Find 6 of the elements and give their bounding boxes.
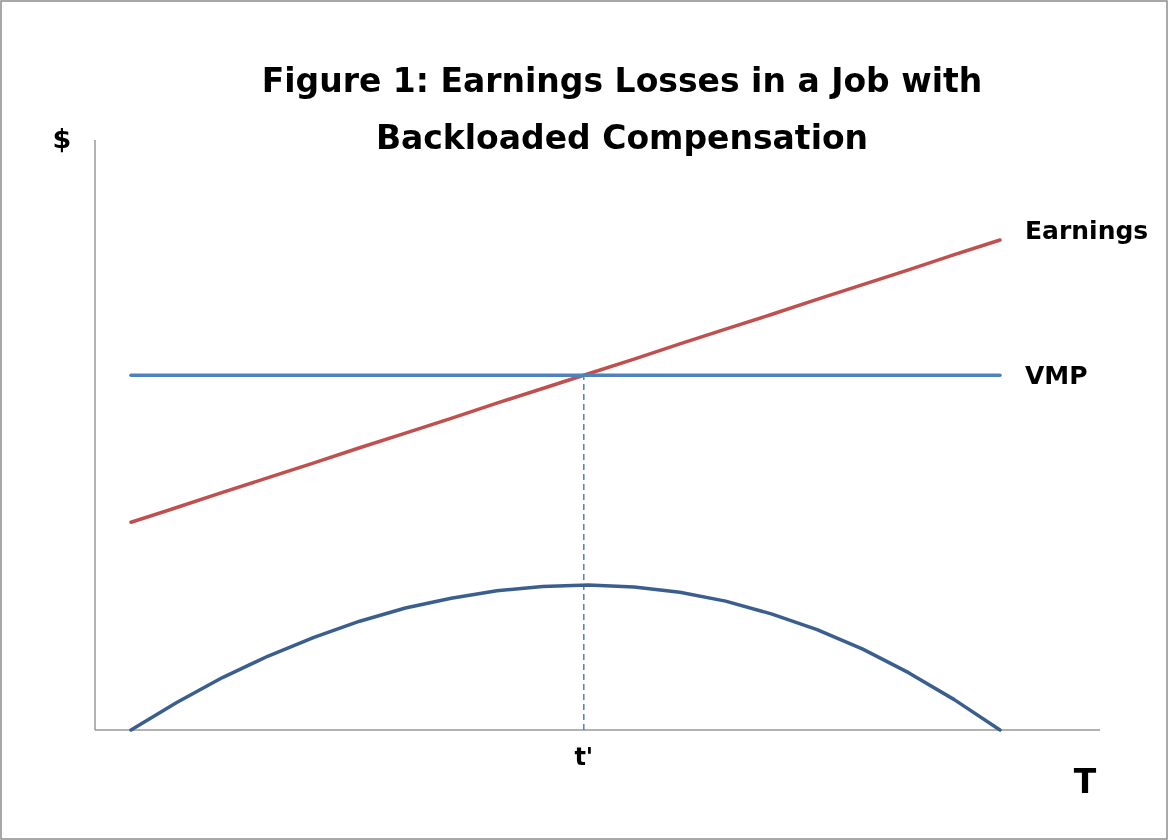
chart-title: Figure 1: Earnings Losses in a Job with Backloaded Compensation [261, 61, 983, 157]
series-label: VMP [1025, 360, 1088, 390]
text: t' [574, 743, 594, 771]
series-label: Earnings [1025, 215, 1149, 245]
x-axis-title: T [1073, 762, 1097, 801]
y-axis-title: $ [52, 123, 72, 154]
